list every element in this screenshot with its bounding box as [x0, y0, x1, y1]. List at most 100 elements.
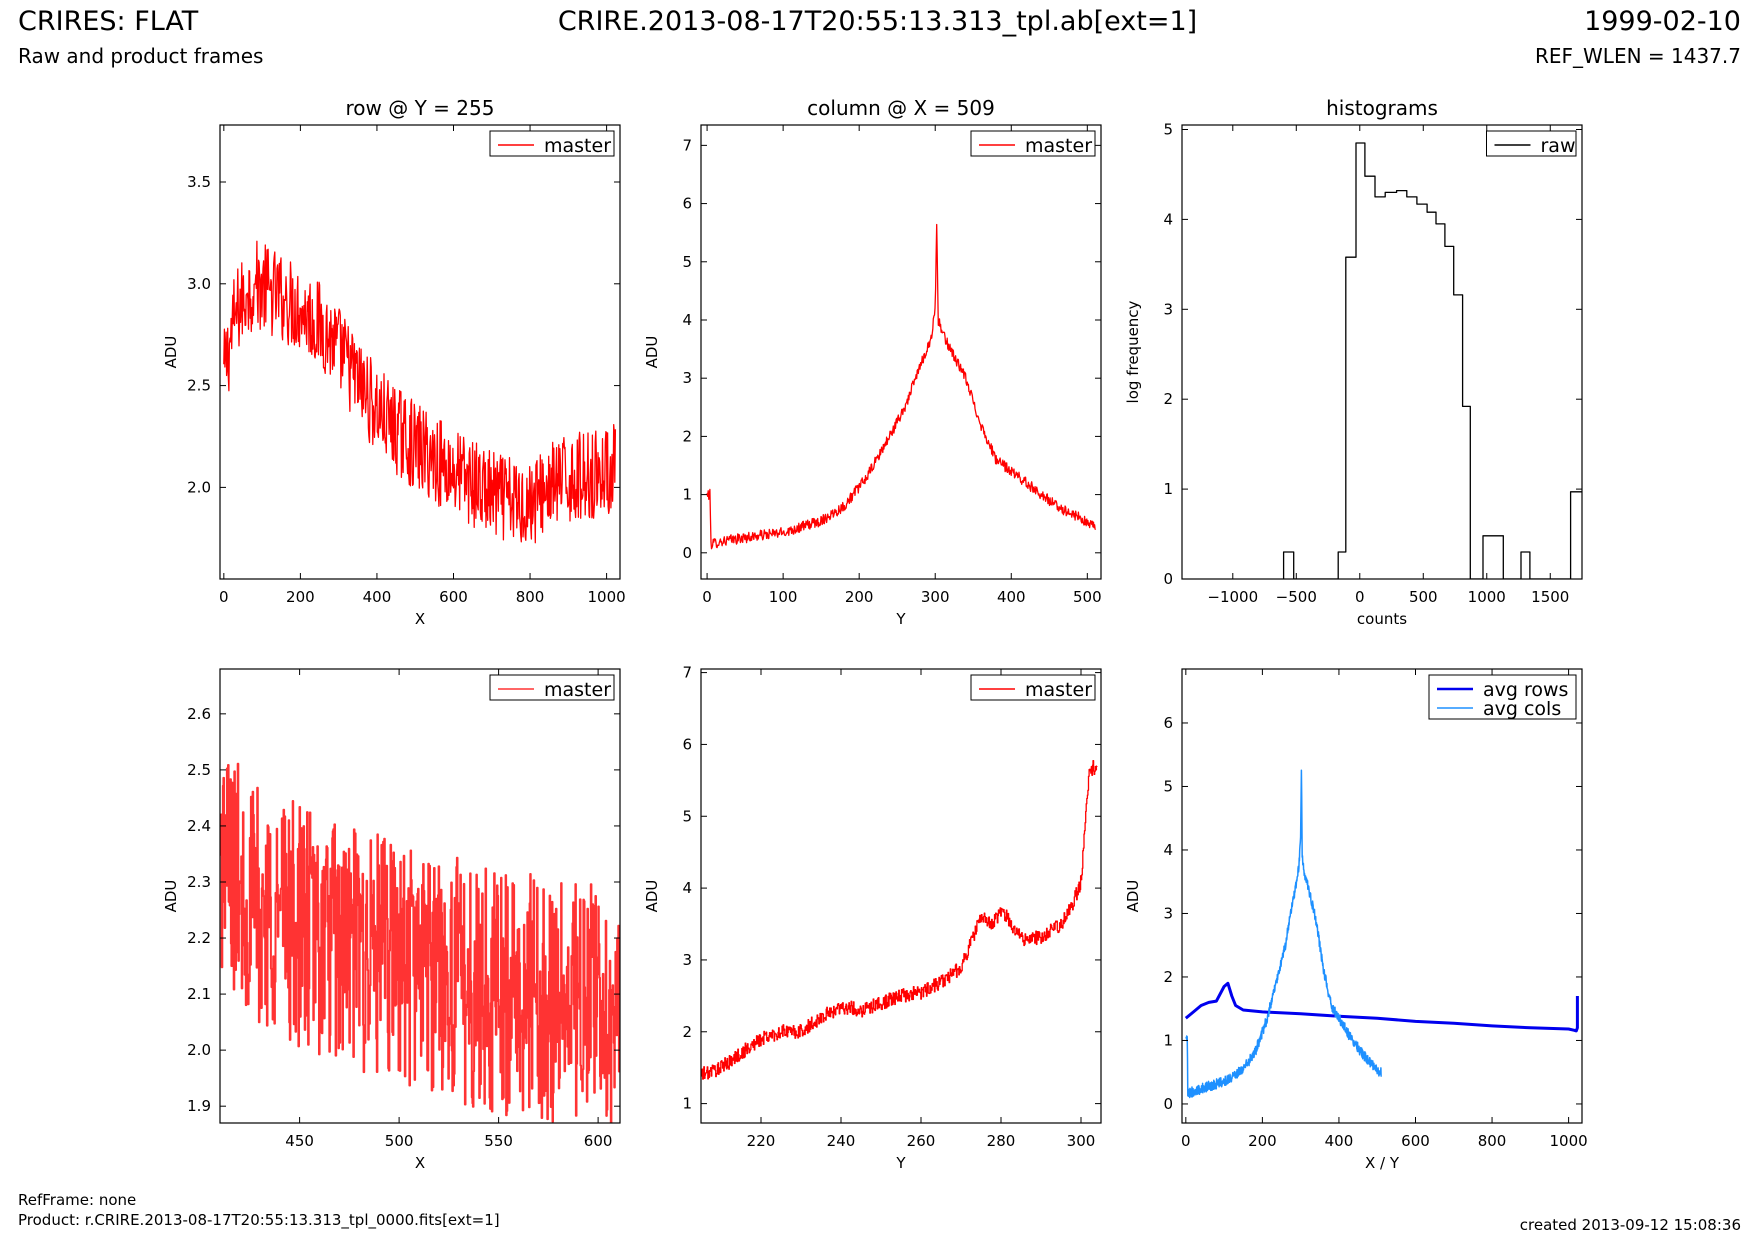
y-tick-label: 2.5 [187, 377, 211, 395]
x-tick-label: 500 [1409, 588, 1438, 606]
x-tick-label: 280 [987, 1132, 1016, 1150]
y-tick-label: 2 [1163, 390, 1173, 408]
series-line-6-1 [1184, 981, 1579, 1033]
y-tick-label: 2.5 [187, 761, 211, 779]
y-tick-label: 2 [1163, 968, 1173, 986]
x-tick-label: 300 [921, 588, 950, 606]
product-label: Product: r.CRIRE.2013-08-17T20:55:13.313… [18, 1211, 500, 1229]
y-tick-label: 7 [682, 136, 692, 154]
series-line-2-1 [706, 223, 1097, 550]
legend-box [1486, 130, 1577, 157]
legend-label: master [1025, 679, 1092, 701]
y-tick-label: 3 [1163, 904, 1173, 922]
x-tick-label: 200 [845, 588, 874, 606]
legend: master [970, 674, 1096, 701]
y-tick-label: 2.6 [187, 705, 211, 723]
x-tick-label: 0 [219, 588, 229, 606]
y-tick-label: 4 [682, 879, 692, 897]
y-tick-label: 2.3 [187, 873, 211, 891]
y-tick-label: 4 [682, 311, 692, 329]
x-tick-label: 200 [286, 588, 315, 606]
y-tick-label: 7 [682, 664, 692, 682]
x-tick-label: 1000 [588, 588, 626, 606]
x-axis-label: Y [895, 1154, 906, 1172]
x-axis-label: counts [1357, 610, 1407, 628]
x-tick-label: 0 [702, 588, 712, 606]
plot-frame [1181, 124, 1583, 580]
x-tick-label: 100 [769, 588, 798, 606]
chart-panel-3: −1000 −500 0 500 1000 1500 0 1 2 3 4 5 histograms cou… [1124, 96, 1583, 628]
y-tick-label: 1.9 [187, 1097, 211, 1115]
y-tick-label: 5 [682, 253, 692, 271]
plot-frame [219, 124, 621, 580]
y-axis-label: ADU [162, 336, 180, 369]
y-tick-label: 1 [1163, 1031, 1173, 1049]
y-tick-label: 3 [682, 369, 692, 387]
y-tick-label: 2.0 [187, 1041, 211, 1059]
plot-frame [219, 668, 621, 1124]
x-tick-label: 600 [584, 1132, 613, 1150]
y-axis-label: ADU [162, 880, 180, 913]
x-tick-label: −500 [1276, 588, 1317, 606]
y-tick-label: 6 [1163, 714, 1173, 732]
y-tick-label: 1 [682, 486, 692, 504]
y-tick-label: 5 [1163, 777, 1173, 795]
legend-box [1428, 674, 1577, 720]
y-tick-label: 3.0 [187, 275, 211, 293]
legend-label: master [1025, 135, 1092, 157]
y-tick-label: 3 [1163, 300, 1173, 318]
y-tick-label: 2.0 [187, 478, 211, 496]
file-name: CRIRE.2013-08-17T20:55:13.313_tpl.ab[ext… [557, 6, 1198, 37]
y-tick-label: 3.5 [187, 173, 211, 191]
x-tick-label: 450 [285, 1132, 314, 1150]
x-tick-label: 400 [363, 588, 392, 606]
x-axis-label: Y [895, 610, 906, 628]
chart-title: column @ X = 509 [807, 96, 995, 120]
legend-box [970, 130, 1096, 157]
series-line-4-1 [220, 762, 620, 1123]
legend-label: master [544, 135, 611, 157]
legend-box [489, 674, 615, 701]
x-tick-label: 500 [385, 1132, 414, 1150]
y-tick-label: 5 [1163, 120, 1173, 138]
y-tick-label: 2.4 [187, 817, 211, 835]
chart-panel-4: 450 500 550 600 1.9 2.0 2.1 2.2 2.3 2.4 2.5 2.6 X ADU… [162, 668, 621, 1172]
created-label: created 2013-09-12 15:08:36 [1519, 1216, 1741, 1234]
page-title: CRIRES: FLAT [18, 6, 199, 37]
legend: master [489, 674, 615, 701]
series-line-6-2 [1185, 769, 1383, 1099]
refframe-label: RefFrame: none [18, 1191, 137, 1209]
y-axis-label: ADU [643, 336, 661, 369]
y-tick-label: 6 [682, 195, 692, 213]
y-tick-label: 2 [682, 1023, 692, 1041]
x-tick-label: 0 [1355, 588, 1365, 606]
y-tick-label: 1 [1163, 480, 1173, 498]
x-tick-label: 240 [827, 1132, 856, 1150]
x-tick-label: 600 [439, 588, 468, 606]
y-tick-label: 0 [1163, 570, 1173, 588]
x-tick-label: 220 [747, 1132, 776, 1150]
chart-title: row @ Y = 255 [346, 96, 495, 120]
observation-date: 1999-02-10 [1584, 6, 1741, 37]
plot-frame [1181, 668, 1583, 1124]
chart-panel-1: 0 200 400 600 800 1000 2.0 2.5 3.0 3.5 row @ Y = 2… [162, 96, 626, 628]
x-tick-label: 1000 [1468, 588, 1506, 606]
series-line-1-1 [223, 240, 617, 544]
ref-wlen: REF_WLEN = 1437.7 [1534, 44, 1741, 68]
x-tick-label: 0 [1181, 1132, 1191, 1150]
x-tick-label: 800 [1478, 1132, 1507, 1150]
y-tick-label: 0 [1163, 1095, 1173, 1113]
x-tick-label: −1000 [1207, 588, 1258, 606]
y-tick-label: 1 [682, 1095, 692, 1113]
x-tick-label: 400 [997, 588, 1026, 606]
legend-label: master [544, 679, 611, 701]
y-tick-label: 2.2 [187, 929, 211, 947]
y-tick-label: 6 [682, 735, 692, 753]
y-tick-label: 3 [682, 951, 692, 969]
series-line-5-1 [701, 760, 1098, 1080]
y-tick-label: 2.1 [187, 985, 211, 1003]
legend-label: avg rows [1483, 679, 1568, 701]
y-tick-label: 5 [682, 807, 692, 825]
